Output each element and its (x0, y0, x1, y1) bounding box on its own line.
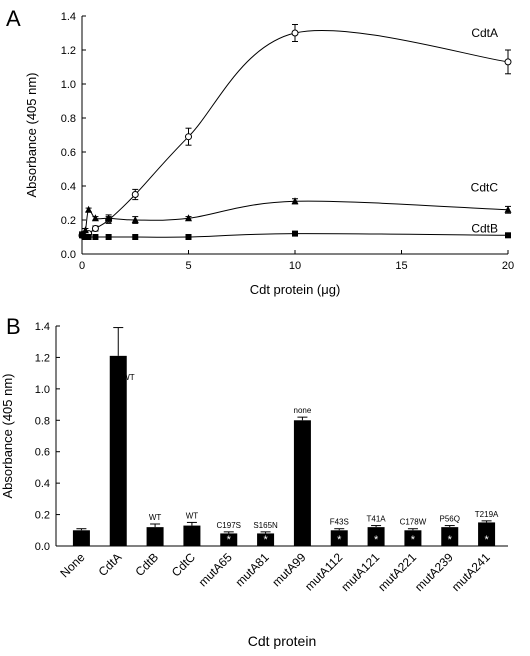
data-point-cdta (185, 133, 192, 141)
bar-muta81 (257, 533, 275, 546)
x-tick-label: None (57, 550, 87, 580)
y-tick-label: 0.0 (61, 249, 76, 261)
data-point-cdtc (105, 214, 113, 222)
bar-annotation: S165N (253, 521, 278, 530)
bar-annotation: C178W (400, 518, 427, 527)
x-tick-label: mutA239 (412, 550, 456, 594)
y-tick-label: 1.4 (35, 321, 50, 333)
data-point-cdtb (132, 234, 139, 240)
bar-muta239 (441, 527, 459, 546)
bar-muta99 (293, 420, 311, 546)
data-point-cdtc (185, 214, 192, 222)
significance-asterisk: * (484, 534, 489, 546)
series-line-cdtc (81, 200, 509, 235)
bar-cdtb (146, 527, 164, 546)
y-tick-label: 1.2 (35, 352, 50, 364)
bar-muta112 (330, 530, 348, 546)
bar-annotation: C197S (217, 521, 241, 530)
data-point-cdtb (505, 232, 511, 239)
data-point-cdta (504, 58, 512, 66)
x-axis-label: Cdt protein (248, 633, 316, 649)
significance-asterisk: * (227, 534, 232, 546)
bar-annotation: T41A (367, 515, 387, 524)
y-tick-label: 0.0 (35, 541, 50, 553)
x-tick-label: CdtB (132, 550, 161, 579)
y-axis-label: Absorbance (405 nm) (24, 72, 39, 197)
data-point-cdta (91, 225, 99, 232)
bar-muta65 (220, 533, 238, 546)
data-point-cdta (291, 29, 299, 37)
bar-annotation: WT (122, 373, 135, 382)
significance-asterisk: * (448, 534, 453, 546)
data-point-cdtb (292, 230, 298, 237)
series-label-cdta: CdtA (471, 26, 498, 40)
y-tick-label: 0.6 (61, 147, 76, 159)
y-tick-label: 0.4 (61, 181, 76, 193)
data-point-cdtc (81, 226, 89, 234)
data-point-cdtb (92, 234, 99, 240)
y-tick-label: 0.6 (35, 447, 50, 459)
significance-asterisk: * (337, 534, 342, 546)
y-tick-label: 0.2 (35, 510, 50, 522)
y-tick-label: 1.0 (61, 79, 76, 91)
x-tick-label: mutA81 (233, 550, 272, 589)
data-point-cdtb (85, 234, 92, 240)
panel-label: A (6, 6, 21, 31)
x-tick-label: CdtC (169, 550, 198, 579)
series-label-cdtb: CdtB (471, 222, 498, 236)
bar-none (72, 530, 90, 546)
data-point-cdtc (131, 216, 139, 223)
panel-label: B (6, 314, 21, 339)
x-tick-label: 10 (289, 260, 301, 272)
series-label-cdtc: CdtC (471, 181, 499, 195)
panel-b: B 0.0 0.2 0.4 0.6 0.8 1.0 1.2 1.4 Absorbance (405… (0, 314, 508, 649)
x-tick-label: mutA221 (375, 550, 419, 594)
bar-muta121 (367, 527, 385, 546)
y-tick-label: 0.8 (61, 113, 76, 125)
bar-cdtc (183, 525, 201, 546)
data-point-cdta (131, 191, 139, 198)
y-tick-label: 0.4 (35, 478, 50, 490)
y-tick-label: 1.4 (61, 11, 76, 23)
y-axis-label: Absorbance (405 nm) (0, 373, 15, 498)
bar-annotation: WT (149, 513, 162, 522)
data-point-cdtb (105, 234, 112, 240)
data-point-cdtc (85, 205, 93, 213)
x-tick-label: 15 (395, 260, 407, 272)
bar-annotation: WT (186, 511, 199, 520)
y-tick-label: 1.2 (61, 45, 76, 57)
data-point-cdtb (82, 234, 89, 240)
data-point-cdtc (291, 197, 299, 205)
bar-annotation: F43S (330, 518, 349, 527)
bar-annotation: none (294, 406, 312, 415)
x-tick-label: 0 (79, 260, 85, 272)
data-point-cdtc (91, 214, 99, 222)
x-axis-label: Cdt protein (μg) (250, 282, 341, 297)
significance-asterisk: * (263, 534, 268, 546)
y-tick-label: 1.0 (35, 384, 50, 396)
x-tick-label: mutA65 (196, 550, 235, 589)
x-tick-label: 20 (502, 260, 514, 272)
y-tick-label: 0.8 (35, 415, 50, 427)
bar-annotation: T219A (475, 510, 499, 519)
x-tick-label: mutA112 (302, 550, 345, 593)
series-line-cdta (81, 29, 509, 236)
data-point-cdtb (185, 234, 192, 240)
bar-muta241 (478, 522, 496, 546)
bar-cdta (109, 355, 127, 546)
x-tick-label: mutA241 (449, 550, 493, 594)
data-point-cdtb (79, 232, 85, 239)
significance-asterisk: * (411, 534, 416, 546)
significance-asterisk: * (374, 534, 379, 546)
data-point-cdtc (504, 205, 512, 213)
x-tick-label: CdtA (96, 550, 125, 579)
x-tick-label: 5 (185, 260, 191, 272)
bar-annotation: P56Q (440, 515, 460, 524)
panel-a: A 0.0 0.2 0.4 0.6 0.8 1.0 1.2 1.4 0 5 10 15 20 Cdt pro… (6, 6, 514, 297)
bar-muta221 (404, 530, 422, 546)
y-tick-label: 0.2 (61, 215, 76, 227)
x-tick-label: mutA121 (338, 550, 382, 594)
